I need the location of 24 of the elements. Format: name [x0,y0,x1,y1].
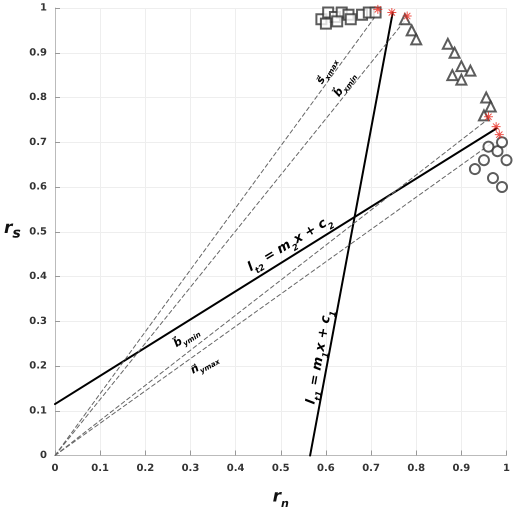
y-tick-label: 0.2 [29,360,48,372]
x-tick-label: 0.3 [182,463,200,474]
y-tick-label: 1 [40,2,48,14]
y-tick-label: 0.7 [29,136,48,148]
y-tick-label: 0.9 [29,47,48,58]
x-tick-label: 0.7 [362,463,380,474]
y-tick-label: 0.5 [29,226,48,238]
y-tick-label: 0.3 [29,316,48,327]
y-tick-label: 0.1 [29,405,48,416]
y-tick-label: 0 [40,450,48,461]
annotation: lt2 = m2x + c2 [244,216,336,276]
x-tick-label: 0.2 [136,463,154,474]
x-tick-label: 0.5 [272,463,290,474]
y-tick-label: 0.6 [29,182,48,192]
x-tick-label: 0.8 [407,463,426,474]
y-tick-label: 0.8 [29,92,48,103]
x-tick-label: 0 [52,463,59,474]
y-tick-label: 0.4 [29,271,48,282]
x-tick-label: 0.9 [452,463,470,474]
x-tick-label: 0.6 [317,463,335,474]
x-tick-label: 0.1 [91,463,110,474]
y-axis-title: r$_{s}$ [4,218,21,242]
x-tick-label: 0.4 [226,463,245,474]
x-tick-label: 1 [503,463,510,474]
